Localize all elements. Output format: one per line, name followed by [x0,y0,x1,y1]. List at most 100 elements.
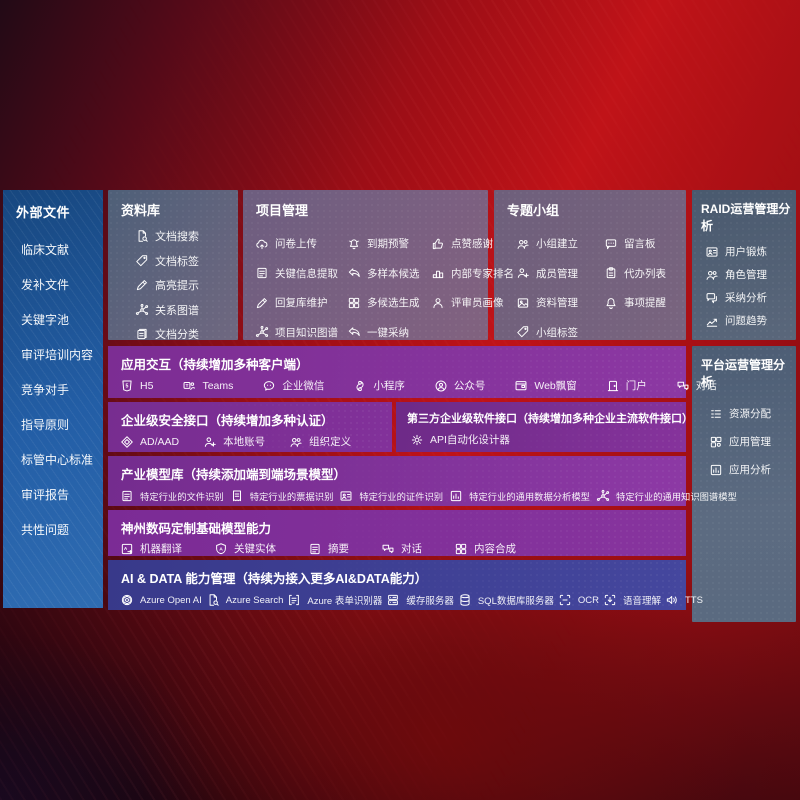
feature-item: 小组建立 [516,236,604,251]
row-app-interaction: 应用交互（持续增加多种客户端） H5 Teams 企业微信 小程序 公众号 Web飘窗 门户… [108,346,717,398]
feature-item: 应用分析 [709,462,796,477]
feature-label: 关键信息提取 [275,267,338,280]
feature-item: 对话 [381,541,422,556]
doc-search-icon [135,229,149,243]
feature-label: 企业微信 [282,380,325,392]
feature-label: 到期预警 [367,238,409,251]
row-enterprise-security-api: 企业级安全接口（持续增加多种认证） AD/AAD 本地账号 组织定义 [108,402,392,452]
feature-item: 本地账号 [203,434,265,449]
feature-item: 摘要 [308,541,349,556]
feature-label: 角色管理 [725,269,767,281]
feature-item: 角色管理 [705,267,796,282]
feature-item: 留言板 [604,236,686,251]
data-analysis-model-icon [449,489,463,503]
row-ai-data-capability: AI & DATA 能力管理（持续为接入更多AI&DATA能力） Azure O… [108,560,703,610]
feature-label: 高亮提示 [155,280,199,292]
adoption-analysis-icon [705,291,719,305]
feature-item: 问题趋势 [705,313,796,328]
panel-title: 平台运营管理分析 [701,358,786,389]
feature-item: 内容合成 [454,541,516,556]
feature-item: 问卷上传 [255,236,347,251]
feature-item: 关键信息提取 [255,266,347,281]
feature-item: 语音理解 [603,593,661,607]
issue-trend-icon [705,314,719,328]
feature-label: SQL数据库服务器 [477,596,554,607]
feature-item: 多候选生成 [347,295,431,310]
feature-label: 评审员画像 [451,297,504,310]
idcard-recognition-icon [339,489,353,503]
feature-label: Web飘窗 [534,380,577,392]
feature-item: 特定行业的票据识别 [230,489,333,503]
feature-item: SQL数据库服务器 [458,593,554,607]
feature-label: 小程序 [373,380,405,392]
relation-graph-icon [135,303,149,317]
row-custom-base-models: 神州数码定制基础模型能力 机器翻译 关键实体 摘要 对话 内容合成 [108,510,686,556]
feature-label: 代办列表 [624,267,666,280]
feature-label: 应用分析 [729,464,771,476]
feature-item: 公众号 [434,378,485,393]
reply-maintain-icon [255,296,269,310]
file-recognition-icon [120,489,134,503]
feature-item: 小程序 [353,378,405,393]
summary-icon [308,542,322,556]
panel-title: 资料库 [121,203,161,218]
feature-label: 摘要 [328,543,349,555]
feature-item: 文档搜索 [135,228,238,244]
feature-label: 问题趋势 [725,315,767,327]
row-title: 企业级安全接口（持续增加多种认证） [121,414,334,428]
app-manage-icon [709,435,723,449]
feature-item: 内部专家排名 [431,266,514,281]
user-card-icon [705,245,719,259]
feature-label: 关键实体 [234,543,276,555]
sidebar-item: 竞争对手 [21,383,70,397]
one-click-adopt-icon [347,325,361,339]
web-popup-icon [514,379,528,393]
feature-label: 内容合成 [474,543,516,555]
translation-icon [120,542,134,556]
feature-item: 特定行业的证件识别 [339,489,443,503]
feature-label: 缓存服务器 [406,596,454,607]
panel-title: 专题小组 [507,203,560,218]
feature-label: 回复库维护 [275,297,328,310]
multi-candidate-icon [347,296,361,310]
feature-item: Azure Open AI [120,593,202,607]
feature-item: 用户锻炼 [705,244,796,259]
wecom-icon [262,379,276,393]
feature-item: 一键采纳 [347,325,431,340]
feature-item: 事项提醒 [604,295,686,310]
feature-item: AD/AAD [120,435,179,449]
feature-item: Teams [182,379,233,393]
reviewer-portrait-icon [431,296,445,310]
official-account-icon [434,379,448,393]
feature-label: 事项提醒 [624,297,666,310]
feature-label: 小组标签 [536,326,578,339]
feature-label: H5 [140,379,154,392]
feature-label: TTS [685,594,703,606]
app-analysis-icon [709,463,723,477]
feature-item: 文档分类 [135,326,238,342]
sidebar-list: 临床文献 发补文件 关键字池 审评培训内容 竞争对手 指导原则 标管中心标准 审评报告 共性问题 [3,233,103,548]
thumbs-up-icon [431,237,445,251]
feature-item: 关系图谱 [135,302,238,318]
sidebar-item: 发补文件 [21,278,70,292]
group-create-icon [516,237,530,251]
panel-raid-operations-analysis: RAID运营管理分析 用户锻炼 角色管理 采纳分析 问题趋势 [692,190,796,340]
feature-item: Azure 表单识别器 [287,593,382,607]
sidebar-item: 审评培训内容 [21,348,94,362]
feature-label: 语音理解 [622,596,661,607]
h5-icon [120,379,134,393]
feature-item: 多样本候选 [347,266,431,281]
feature-label: 文档标签 [155,255,199,268]
feature-label: 门户 [625,380,647,392]
feature-label: 特定行业的通用知识图谱模型 [615,492,737,502]
feature-item: TTS [665,593,703,607]
feature-item: 机器翻译 [120,541,182,556]
feature-label: 多候选生成 [367,297,420,310]
sidebar-item: 指导原则 [21,418,70,432]
feature-label: 多样本候选 [367,267,420,280]
feature-item: 企业微信 [262,378,324,393]
feature-item: 小组标签 [516,325,604,340]
feature-label: AD/AAD [140,435,180,448]
feature-item: OCR [558,593,599,607]
panel-topic-groups: 专题小组 小组建立 留言板 成员管理 代办列表 资料管理 事项提醒 小组标签 [494,190,686,340]
